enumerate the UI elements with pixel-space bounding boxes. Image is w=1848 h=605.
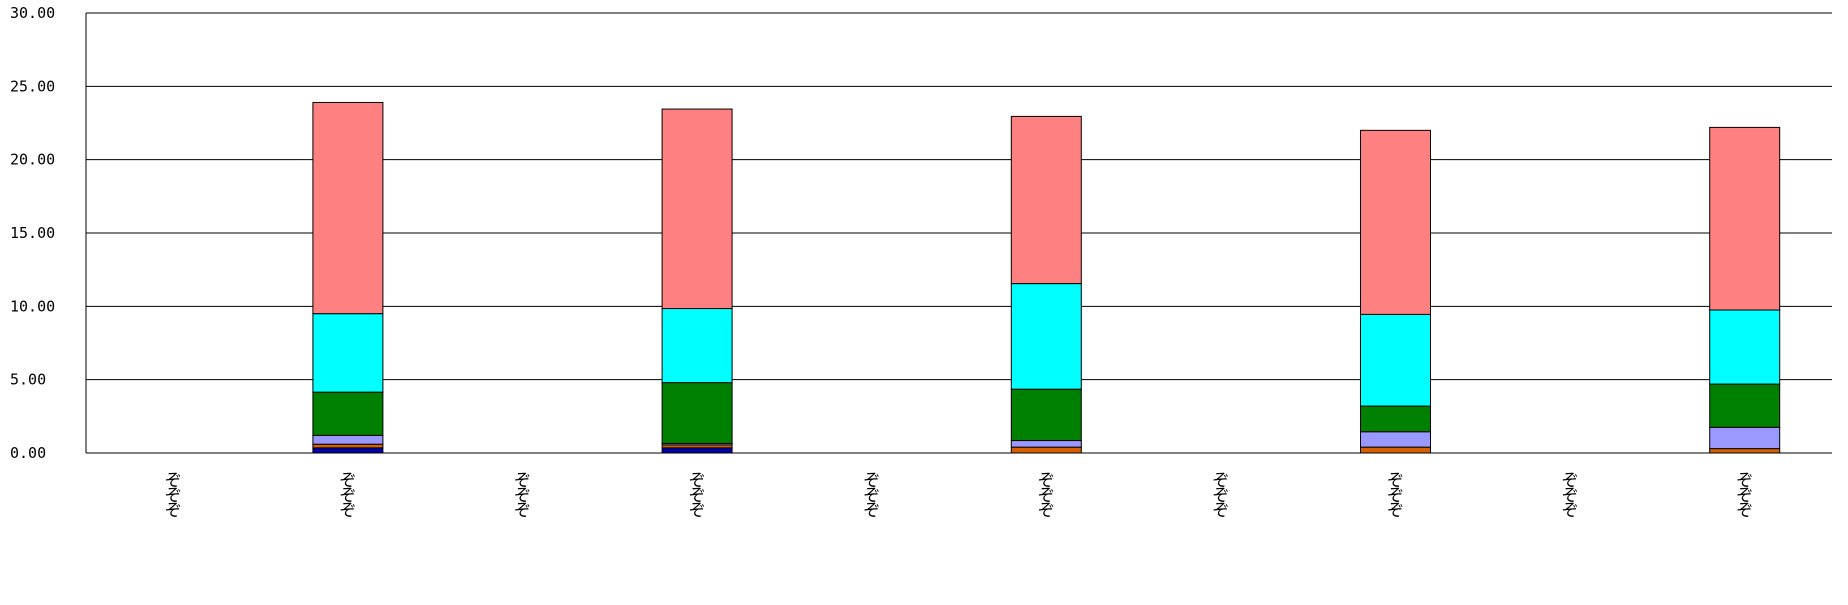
x-category-glyph: ぞ xyxy=(165,486,182,506)
x-category-glyph: ぞ xyxy=(1038,471,1055,491)
bar-segment xyxy=(661,308,733,384)
x-category-glyph: ぞ xyxy=(1387,486,1404,506)
bar-segment xyxy=(1010,388,1082,442)
bar-segment xyxy=(1360,129,1431,315)
x-category-glyph: ぞ xyxy=(514,471,531,491)
x-category-glyph: ぞ xyxy=(863,471,880,491)
y-tick-label: 5.00 xyxy=(10,371,46,389)
x-category-glyph: ぞ xyxy=(689,501,706,521)
bar-segment xyxy=(1360,431,1431,448)
bar-segment xyxy=(312,313,384,393)
bar-segment xyxy=(1709,309,1781,385)
y-tick-label: 0.00 xyxy=(10,444,46,462)
x-category-glyph: ぞ xyxy=(339,486,356,506)
x-category-glyph: ぞ xyxy=(1387,471,1404,491)
bar-segment xyxy=(1709,126,1781,311)
bar-segment xyxy=(312,434,384,445)
y-axis-tick-labels: 0.00 5.00 10.00 15.00 20.00 25.00 30.00 xyxy=(10,4,55,462)
y-tick-label: 30.00 xyxy=(10,4,55,22)
bar-segment xyxy=(312,391,384,436)
bar-segment xyxy=(1360,446,1431,454)
x-category-glyph: ぞ xyxy=(339,501,356,521)
x-category-glyph: ぞ xyxy=(1562,471,1579,491)
x-category-glyph: ぞ xyxy=(514,501,531,521)
bar-segment xyxy=(1709,448,1781,454)
y-tick-label: 20.00 xyxy=(10,151,55,169)
bar-segment xyxy=(1360,313,1431,407)
x-category-label: ぞぞぞ xyxy=(514,471,531,521)
x-category-glyph: ぞ xyxy=(1562,501,1579,521)
y-tick-label: 15.00 xyxy=(10,224,55,242)
bar-segment xyxy=(1010,283,1082,390)
bar-segment xyxy=(661,108,733,310)
x-category-glyph: ぞ xyxy=(1212,501,1229,521)
bar-segment xyxy=(312,101,384,315)
x-category-glyph: ぞ xyxy=(1736,486,1753,506)
x-category-label: ぞぞぞ xyxy=(1038,471,1055,521)
x-category-label: ぞぞぞ xyxy=(1387,471,1404,521)
x-category-glyph: ぞ xyxy=(1736,471,1753,491)
x-category-label: ぞぞぞ xyxy=(165,471,182,521)
x-category-glyph: ぞ xyxy=(1387,501,1404,521)
bar-segment xyxy=(1010,440,1082,448)
x-category-glyph: ぞ xyxy=(689,486,706,506)
x-category-label: ぞぞぞ xyxy=(1212,471,1229,521)
x-category-glyph: ぞ xyxy=(514,486,531,506)
bar-segment xyxy=(1010,115,1082,285)
bar-segment xyxy=(312,447,384,454)
x-category-glyph: ぞ xyxy=(1038,486,1055,506)
y-tick-label: 25.00 xyxy=(10,77,55,95)
x-category-glyph: ぞ xyxy=(689,471,706,491)
x-category-glyph: ぞ xyxy=(1212,486,1229,506)
x-category-glyph: ぞ xyxy=(1562,486,1579,506)
bar-segment xyxy=(312,443,384,449)
y-tick-label: 10.00 xyxy=(10,297,55,315)
x-category-label: ぞぞぞ xyxy=(1562,471,1579,521)
bar-segment xyxy=(661,382,733,444)
x-category-label: ぞぞぞ xyxy=(689,471,706,521)
bar-segment xyxy=(1360,405,1431,433)
bar-segment xyxy=(1010,446,1082,454)
x-category-glyph: ぞ xyxy=(863,501,880,521)
x-category-glyph: ぞ xyxy=(339,471,356,491)
x-category-glyph: ぞ xyxy=(1212,471,1229,491)
bar-segment xyxy=(661,447,733,454)
x-category-glyph: ぞ xyxy=(1038,501,1055,521)
x-category-glyph: ぞ xyxy=(165,501,182,521)
x-category-glyph: ぞ xyxy=(863,486,880,506)
x-category-label: ぞぞぞ xyxy=(863,471,880,521)
x-category-glyph: ぞ xyxy=(165,471,182,491)
x-category-glyph: ぞ xyxy=(1736,501,1753,521)
x-category-label: ぞぞぞ xyxy=(1736,471,1753,521)
bar-segment xyxy=(1709,383,1781,428)
bar-segment xyxy=(1709,426,1781,450)
x-category-label: ぞぞぞ xyxy=(339,471,356,521)
bar-stacks xyxy=(312,101,1781,454)
